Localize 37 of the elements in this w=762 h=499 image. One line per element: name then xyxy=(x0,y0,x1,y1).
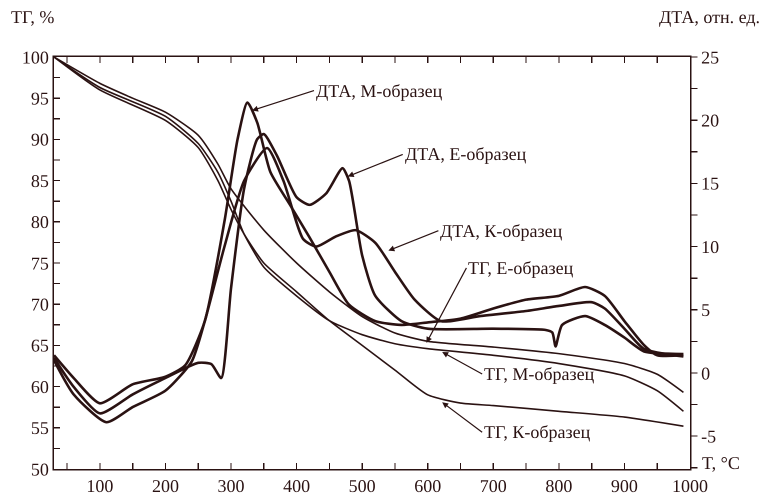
x-tick-label: 500 xyxy=(348,476,376,496)
annotation: ТГ, К-образец xyxy=(484,422,591,442)
x-tick-label: 1000 xyxy=(672,476,708,496)
y-tick-label: 75 xyxy=(30,253,49,274)
y-tick-label: 55 xyxy=(30,418,49,438)
x-tick-label: 900 xyxy=(610,476,638,496)
x-tick-label: 400 xyxy=(283,476,310,496)
x-axis-title: T, °C xyxy=(702,453,740,473)
annotation: ДТА, М-образец xyxy=(316,81,443,101)
x-tick-label: 100 xyxy=(86,476,114,496)
x-tick-label: 600 xyxy=(414,476,442,496)
y-tick-label: 70 xyxy=(30,294,49,314)
y-tick-label: 50 xyxy=(30,459,49,480)
x-tick-label: 300 xyxy=(218,476,245,496)
y2-tick-label: 25 xyxy=(701,47,720,68)
y2-tick-label: 5 xyxy=(701,300,710,320)
x-tick-label: 800 xyxy=(545,476,572,496)
y-tick-label: 95 xyxy=(30,88,49,108)
annotation: ТГ, М-образец xyxy=(484,364,595,384)
y-axis-title: ТГ, % xyxy=(11,7,54,27)
y-tick-label: 60 xyxy=(30,376,49,397)
x-tick-label: 200 xyxy=(152,476,179,496)
annotation: ДТА, К-образец xyxy=(440,221,563,241)
y2-tick-label: -5 xyxy=(701,426,716,446)
y2-axis-title: ДТА, отн. ед. xyxy=(659,7,760,27)
y-tick-label: 80 xyxy=(30,212,49,232)
y-tick-label: 100 xyxy=(22,47,49,68)
y2-tick-label: 15 xyxy=(701,174,720,194)
y-tick-label: 65 xyxy=(30,336,49,356)
x-tick-label: 700 xyxy=(480,476,507,496)
y-tick-label: 85 xyxy=(30,170,49,191)
annotation: ДТА, Е-образец xyxy=(405,144,527,164)
y-tick-label: 90 xyxy=(30,130,49,150)
y2-tick-label: 20 xyxy=(701,110,720,130)
y2-tick-label: 10 xyxy=(701,236,720,257)
annotation: ТГ, Е-образец xyxy=(468,258,574,278)
y2-tick-label: 0 xyxy=(701,363,710,384)
